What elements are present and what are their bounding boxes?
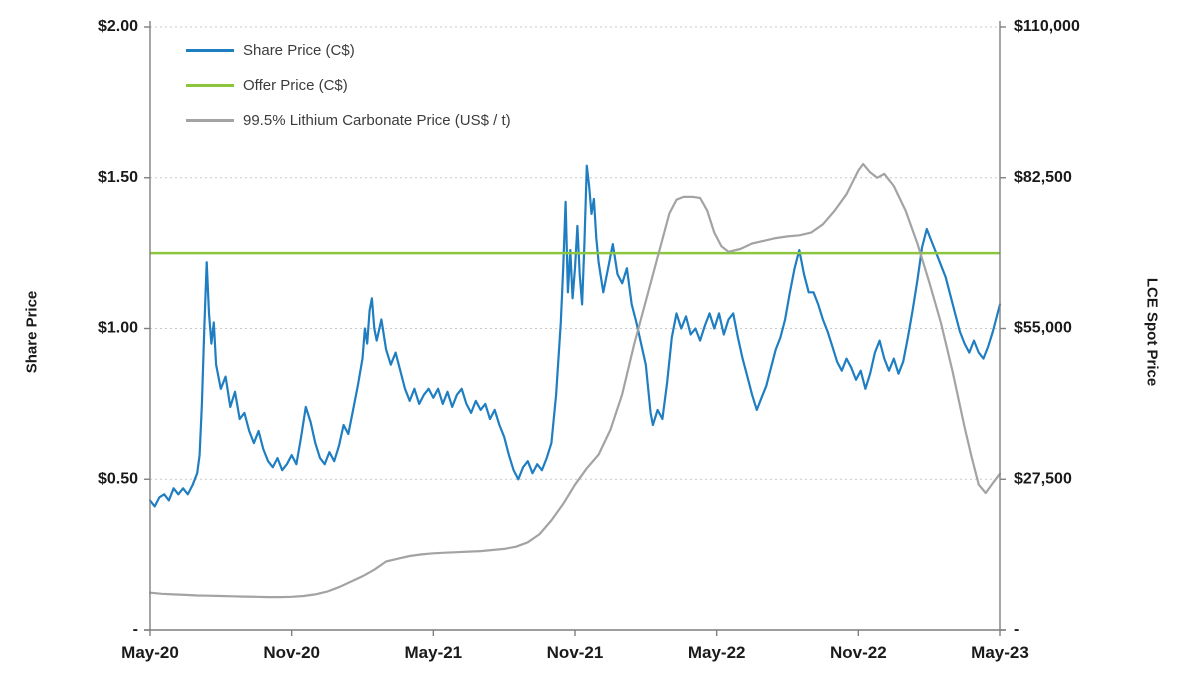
legend-item-share-price: Share Price (C$) <box>186 40 511 61</box>
left-axis-tick-label: $1.50 <box>98 169 138 186</box>
x-axis-tick-label: Nov-20 <box>263 643 320 662</box>
chart-legend: Share Price (C$) Offer Price (C$) 99.5% … <box>186 40 511 131</box>
x-axis-tick-label: May-22 <box>688 643 746 662</box>
x-axis-tick-label: Nov-22 <box>830 643 887 662</box>
legend-label: Offer Price (C$) <box>243 77 348 94</box>
x-axis-tick-label: May-20 <box>121 643 179 662</box>
right-axis-title: LCE Spot Price <box>1143 277 1161 387</box>
share-price-line-swatch <box>186 49 234 52</box>
left-axis-title: Share Price <box>23 290 41 374</box>
right-axis-tick-label: $27,500 <box>1014 470 1072 487</box>
left-axis-tick-label: $0.50 <box>98 470 138 487</box>
lithium-price-line-swatch <box>186 119 234 122</box>
legend-item-offer-price: Offer Price (C$) <box>186 75 511 96</box>
right-axis-tick-label: - <box>1014 621 1019 638</box>
left-axis-tick-label: $2.00 <box>98 18 138 35</box>
legend-label: Share Price (C$) <box>243 42 355 59</box>
share-price-line <box>148 164 1002 508</box>
right-axis-tick-label: $110,000 <box>1014 18 1080 35</box>
left-axis-tick-label: - <box>133 621 138 638</box>
legend-item-lithium-price: 99.5% Lithium Carbonate Price (US$ / t) <box>186 110 511 131</box>
left-axis-tick-label: $1.00 <box>98 320 138 337</box>
offer-price-line-swatch <box>186 84 234 87</box>
lithium-price-line <box>148 162 1002 599</box>
x-axis-tick-label: May-21 <box>405 643 463 662</box>
x-axis-tick-label: Nov-21 <box>547 643 604 662</box>
legend-label: 99.5% Lithium Carbonate Price (US$ / t) <box>243 112 511 129</box>
right-axis-tick-label: $55,000 <box>1014 320 1072 337</box>
x-axis-tick-label: May-23 <box>971 643 1029 662</box>
right-axis-tick-label: $82,500 <box>1014 169 1072 186</box>
